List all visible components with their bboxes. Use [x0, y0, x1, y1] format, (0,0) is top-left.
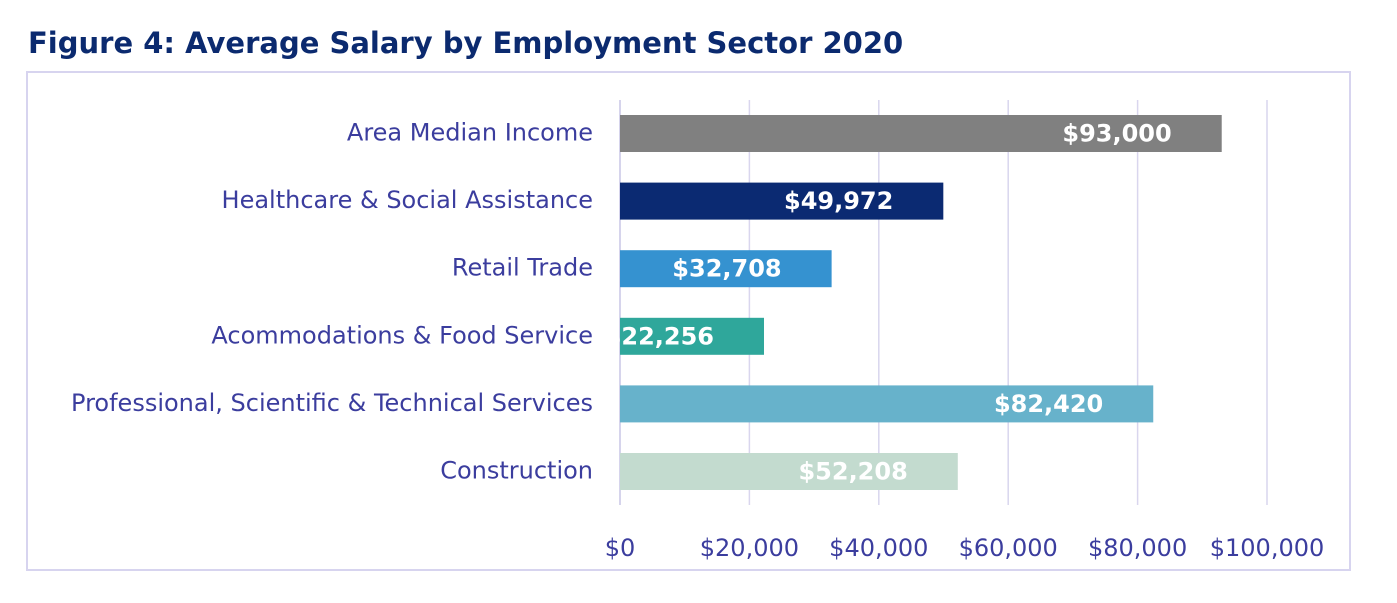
category-label: Professional, Scientific & Technical Ser…: [71, 389, 593, 417]
data-label: $49,972: [784, 187, 893, 215]
bar: [620, 453, 958, 490]
bar: [620, 115, 1222, 152]
category-label: Acommodations & Food Service: [211, 321, 593, 349]
data-label: $93,000: [1062, 120, 1171, 148]
chart-title: Figure 4: Average Salary by Employment S…: [28, 26, 904, 60]
x-tick-label: $60,000: [959, 534, 1058, 562]
data-label: $82,420: [994, 390, 1103, 418]
bar: [620, 317, 764, 355]
data-label: $52,208: [798, 458, 907, 486]
x-tick-label: $100,000: [1210, 534, 1325, 562]
category-label: Area Median Income: [347, 119, 593, 147]
data-label: $22,256: [605, 322, 714, 350]
x-tick-label: $40,000: [829, 534, 928, 562]
x-tick-label: $20,000: [700, 534, 799, 562]
bar: [620, 250, 832, 288]
bar: [620, 385, 1154, 423]
category-label: Healthcare & Social Assistance: [222, 186, 593, 214]
chart-frame: [26, 71, 1351, 571]
bar: [620, 182, 944, 220]
x-tick-label: $0: [605, 534, 636, 562]
x-tick-label: $80,000: [1088, 534, 1187, 562]
category-label: Retail Trade: [452, 254, 593, 282]
category-label: Construction: [440, 457, 593, 485]
data-label: $32,708: [672, 255, 781, 283]
